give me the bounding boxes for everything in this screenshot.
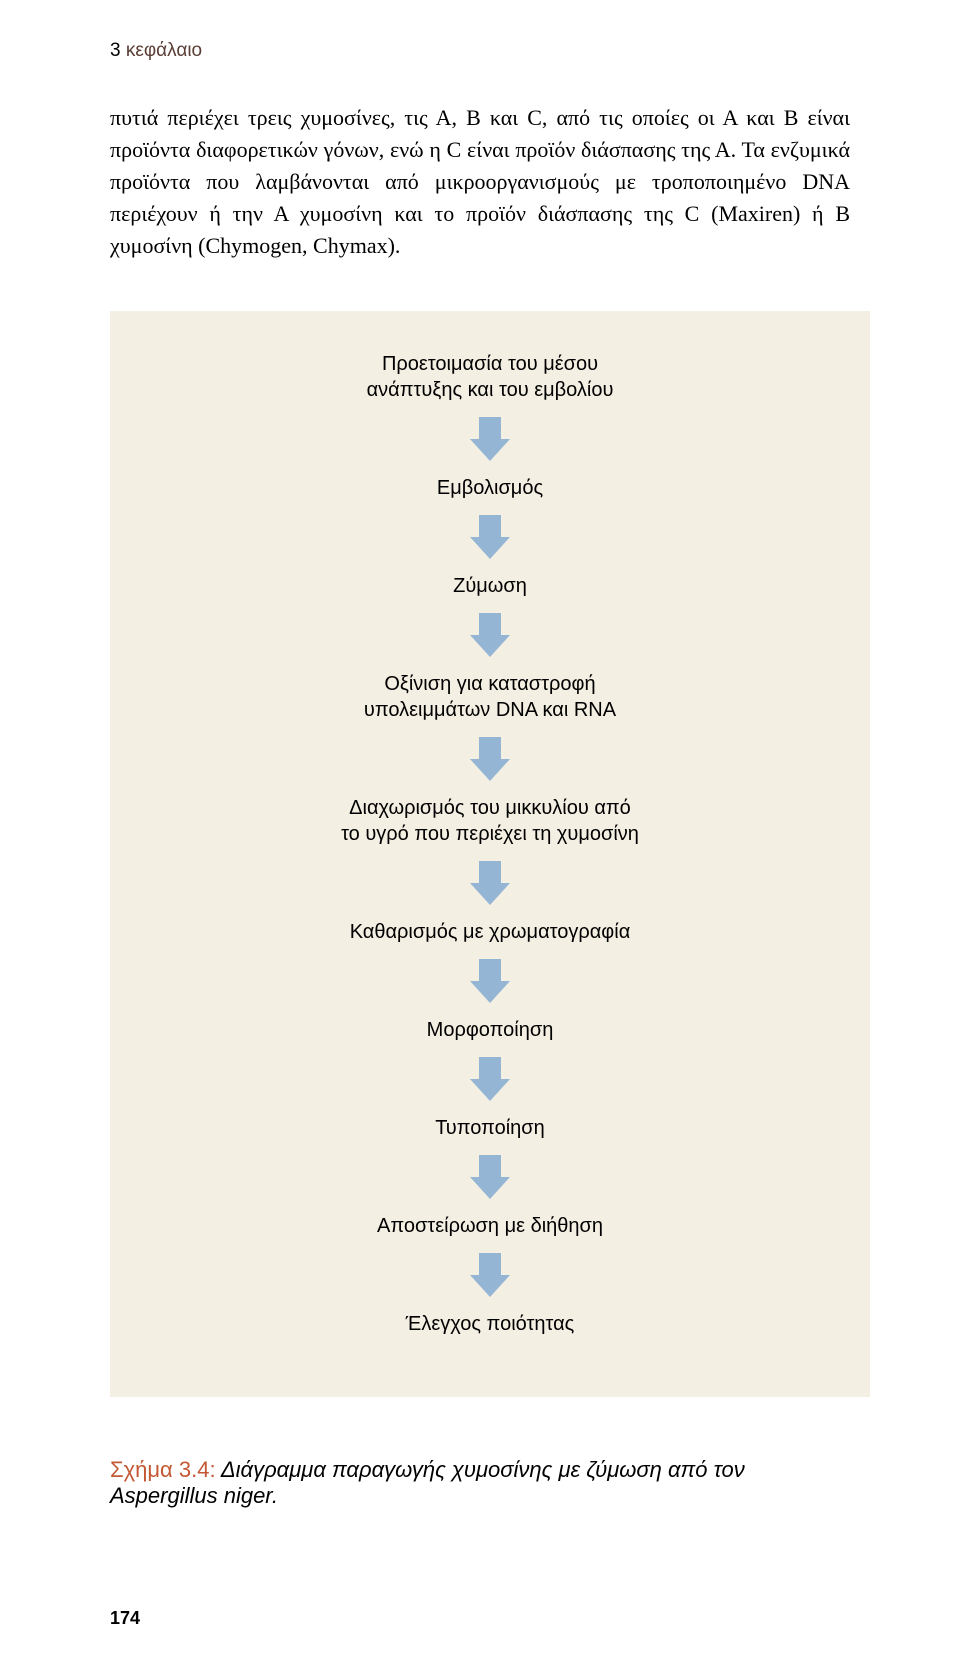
chapter-number: 3 — [110, 40, 121, 61]
body-paragraph: πυτιά περιέχει τρεις χυμοσίνες, τις Α, Β… — [110, 102, 850, 261]
page-number: 174 — [110, 1608, 140, 1629]
flow-step: Έλεγχος ποιότητας — [406, 1311, 575, 1337]
flowchart-container: Προετοιμασία του μέσου ανάπτυξης και του… — [110, 311, 870, 1397]
flow-arrow — [470, 737, 510, 781]
flow-step: Τυποποίηση — [435, 1115, 544, 1141]
flow-step: Αποστείρωση με διήθηση — [377, 1213, 603, 1239]
caption-label: Σχήμα 3.4: — [110, 1457, 216, 1482]
flow-arrow — [470, 417, 510, 461]
flow-arrow — [470, 1253, 510, 1297]
figure-caption: Σχήμα 3.4: Διάγραμμα παραγωγής χυμοσίνης… — [110, 1457, 850, 1509]
flow-step: Καθαρισμός με χρωματογραφία — [350, 919, 631, 945]
flow-step: Μορφοποίηση — [427, 1017, 554, 1043]
page: 3 κεφάλαιο πυτιά περιέχει τρεις χυμοσίνε… — [0, 0, 960, 1659]
flow-arrow — [470, 613, 510, 657]
flow-step: Διαχωρισμός του μικκυλίου από το υγρό πο… — [341, 795, 639, 847]
chapter-header: 3 κεφάλαιο — [110, 40, 850, 62]
flow-arrow — [470, 515, 510, 559]
flow-arrow — [470, 959, 510, 1003]
flow-arrow — [470, 1155, 510, 1199]
flow-step: Ζύμωση — [453, 573, 527, 599]
flow-arrow — [470, 861, 510, 905]
flow-step: Οξίνιση για καταστροφή υπολειμμάτων DNA … — [364, 671, 616, 723]
chapter-word: κεφάλαιο — [126, 40, 202, 61]
flow-arrow — [470, 1057, 510, 1101]
flow-step: Εμβολισμός — [437, 475, 543, 501]
flow-step: Προετοιμασία του μέσου ανάπτυξης και του… — [367, 351, 614, 403]
